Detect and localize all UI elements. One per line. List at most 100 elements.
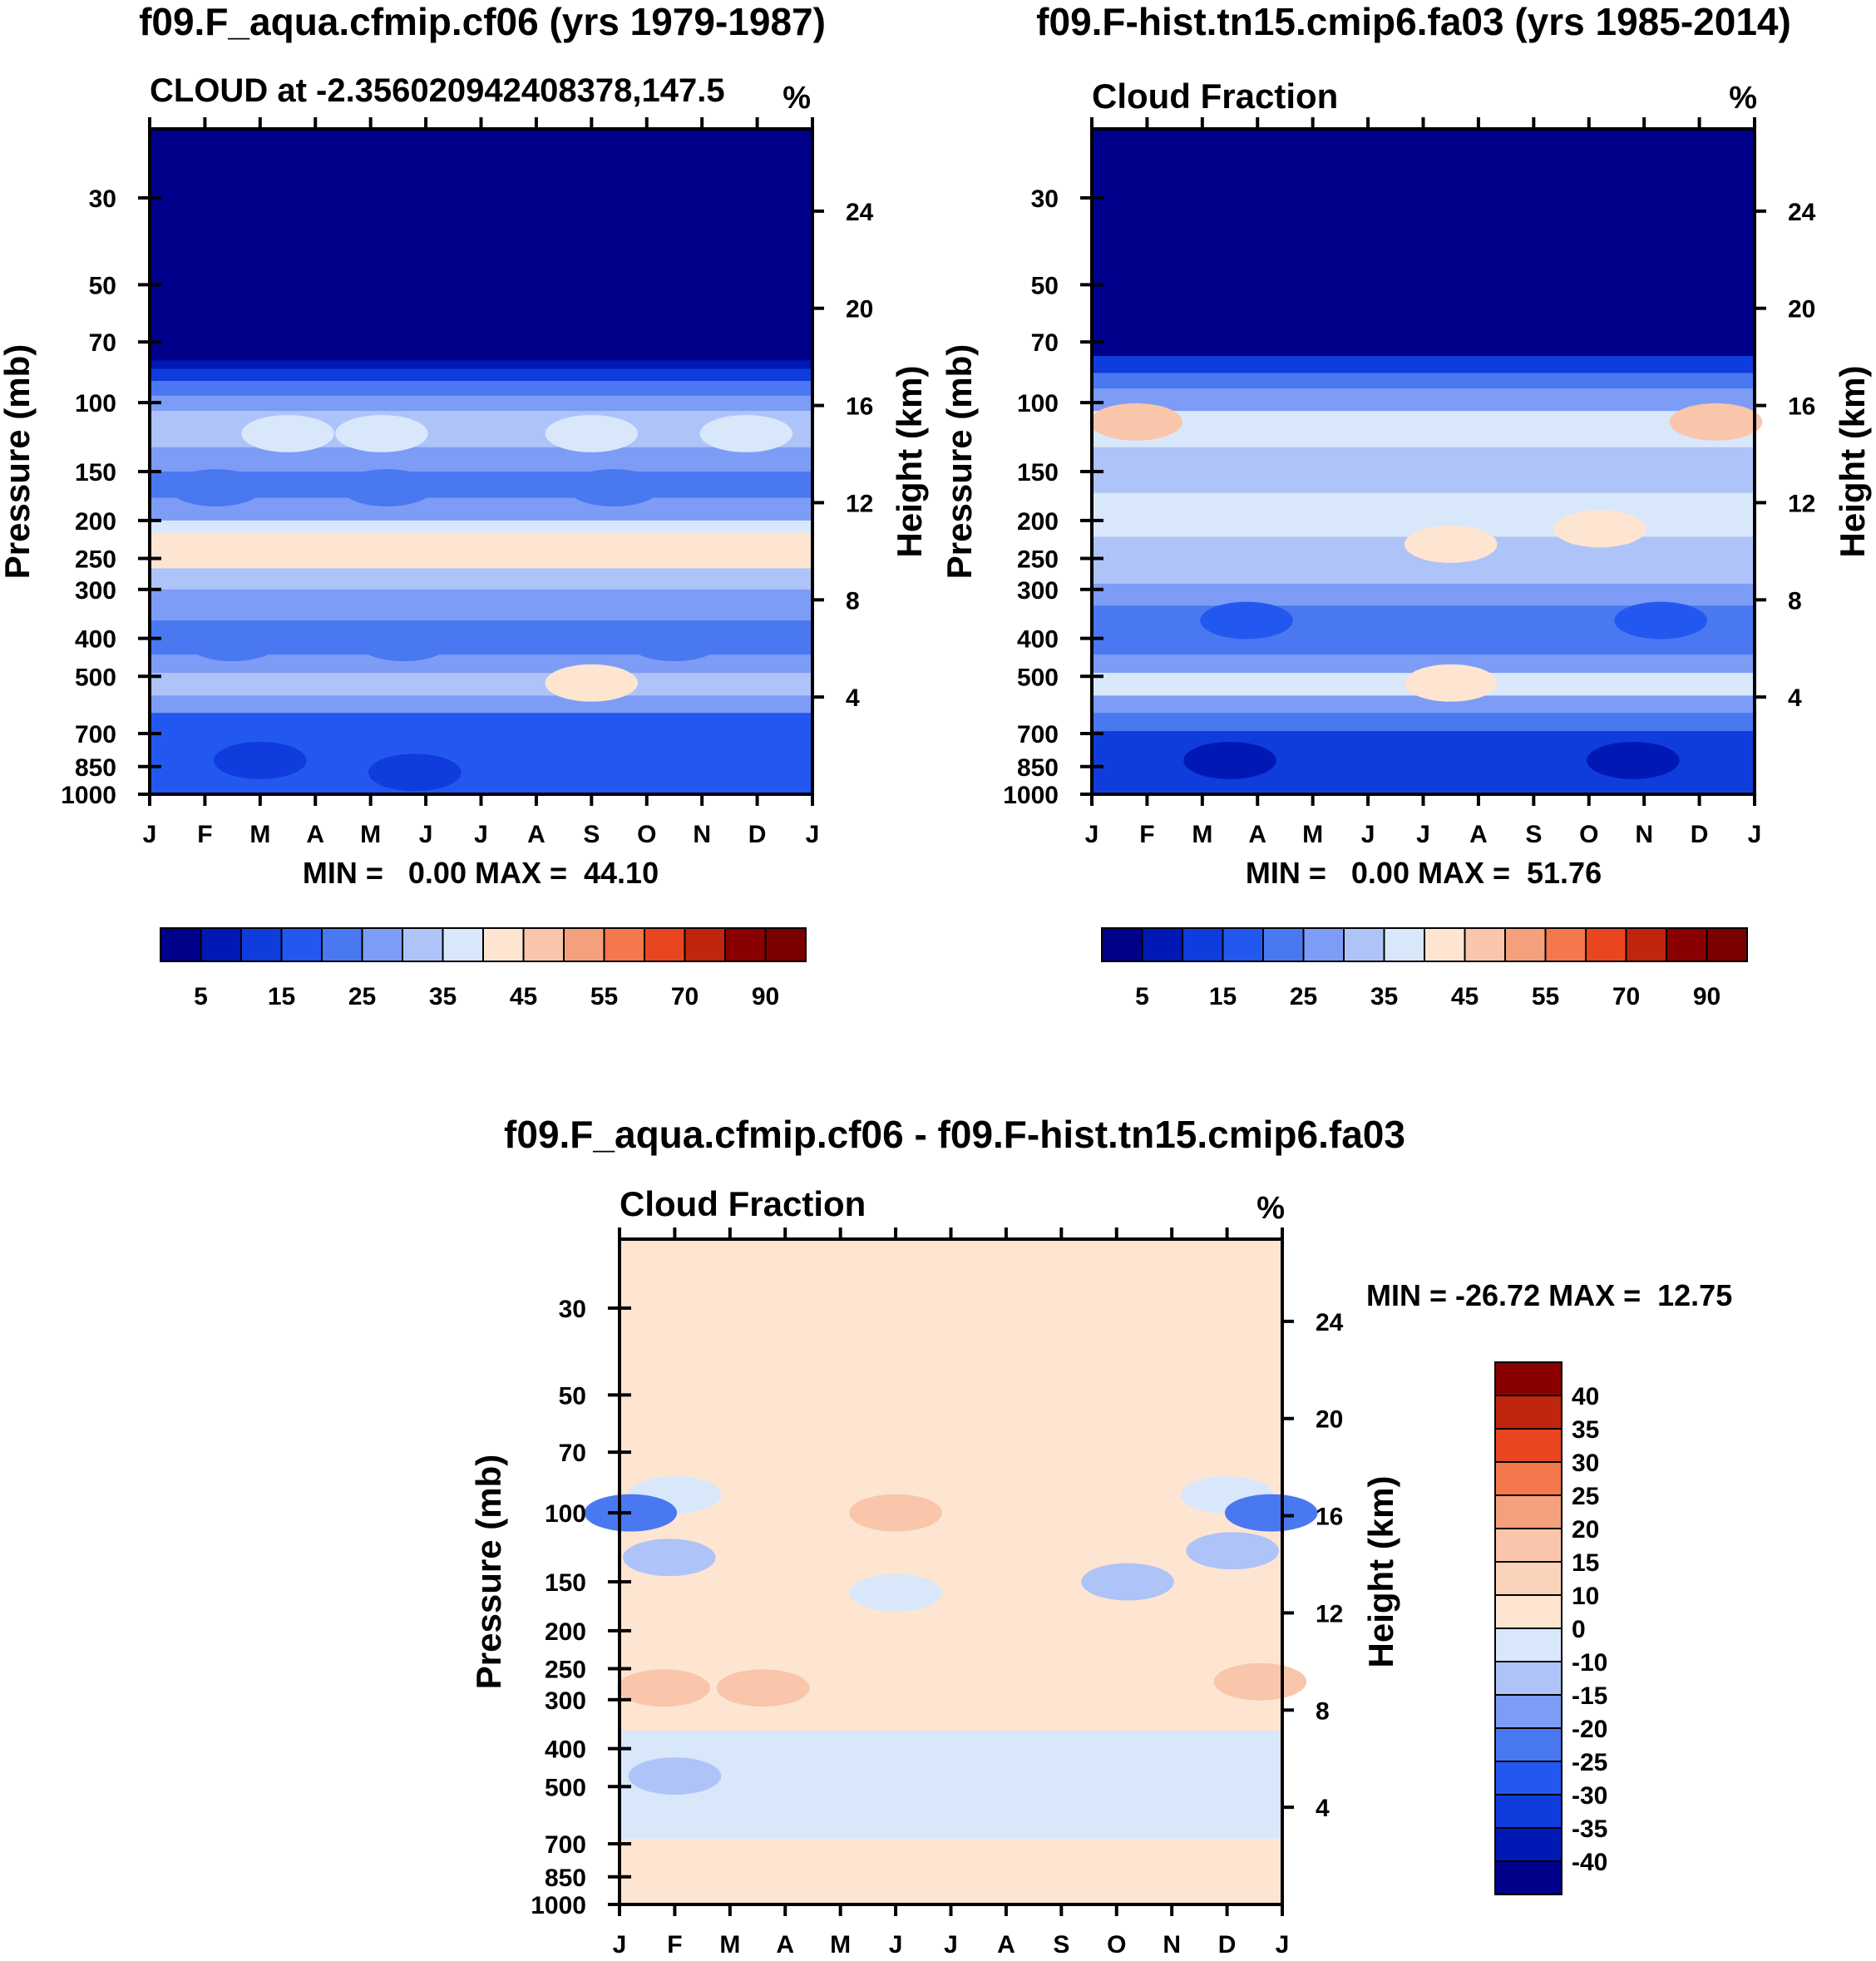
colorbar-swatch: [603, 927, 645, 962]
colorbar-swatch: [1141, 927, 1183, 962]
colorbar-swatch: [1544, 927, 1587, 962]
contour-band: [620, 1630, 1282, 1731]
y-tick-label: 1000: [1003, 782, 1059, 809]
y-tick-label: 30: [559, 1296, 586, 1323]
panel-2-units: %: [1729, 81, 1757, 116]
colorbar-swatch: [200, 927, 242, 962]
y-tick-label: 200: [545, 1618, 586, 1646]
x-tick-label: M: [719, 1931, 740, 1959]
x-tick-label: J: [1748, 821, 1762, 848]
colorbar-label: -30: [1572, 1782, 1607, 1810]
x-tick-label: O: [1107, 1931, 1126, 1959]
contour-blob: [340, 469, 434, 506]
y-tick-right-label: 20: [846, 296, 873, 324]
colorbar-swatch: [442, 927, 484, 962]
panel-2-colorbar: 5 15 25 35 45 55 70 90: [1101, 927, 1748, 1010]
colorbar-swatch: [1494, 1727, 1563, 1762]
contour-blob: [1213, 1662, 1307, 1701]
panel-1-ylabel: Pressure (mb): [0, 344, 37, 579]
colorbar-swatch: [1494, 1661, 1563, 1696]
colorbar-swatch: [563, 927, 605, 962]
y-tick-label: 500: [75, 664, 116, 691]
colorbar-label: -15: [1572, 1682, 1607, 1710]
contour-band: [1092, 695, 1755, 714]
contour-blob: [1200, 601, 1293, 640]
y-tick-label: 150: [75, 459, 116, 487]
colorbar-swatch: [1494, 1794, 1563, 1829]
y-tick-label: 70: [1031, 329, 1059, 357]
colorbar-swatch: [1706, 927, 1748, 962]
y-tick-label: 400: [545, 1736, 586, 1764]
colorbar-swatch: [522, 927, 565, 962]
contour-blob: [931, 1862, 1025, 1899]
panel-2-axes: J F M A M J J A S O N D J 30 50 70 100 150 200 250 300 400 500…: [1003, 117, 1816, 848]
x-tick-label: A: [527, 821, 546, 848]
contour-band: [1092, 373, 1755, 389]
colorbar-label: 55: [590, 983, 618, 1010]
y-tick-label: 850: [545, 1865, 586, 1892]
x-tick-label: F: [667, 1931, 682, 1959]
colorbar-label: 70: [671, 983, 699, 1010]
contour-blob: [214, 742, 307, 779]
y-tick-label: 300: [75, 577, 116, 605]
x-tick-label: A: [306, 821, 324, 848]
y-tick-label: 100: [75, 390, 116, 417]
colorbar-swatch: [1494, 1860, 1563, 1895]
colorbar-swatch: [1625, 927, 1667, 962]
panel-2-contour-fills: [1089, 129, 1763, 795]
contour-band: [1092, 129, 1755, 357]
y-tick-label: 100: [545, 1500, 586, 1528]
y-tick-label: 50: [89, 272, 116, 299]
y-tick-label: 300: [1017, 577, 1059, 605]
contour-band: [150, 129, 812, 361]
y-tick-label: 700: [75, 721, 116, 748]
contour-band: [1092, 388, 1755, 412]
panel-3-axes: J F M A M J J A S O N D J 30 50 70 100 150 200 250 300 400 500…: [531, 1227, 1344, 1959]
contour-band: [150, 360, 812, 370]
contour-blob: [1089, 403, 1182, 441]
y-tick-label: 70: [89, 329, 116, 357]
y-tick-right-label: 4: [1316, 1795, 1330, 1822]
x-tick-label: N: [1635, 821, 1653, 848]
colorbar-swatch: [1666, 927, 1708, 962]
colorbar-label: 35: [1370, 983, 1398, 1010]
colorbar-label: 15: [1572, 1549, 1599, 1577]
contour-blob: [545, 664, 639, 702]
contour-band: [1092, 411, 1755, 448]
colorbar-swatch: [482, 927, 525, 962]
colorbar-swatch: [1494, 1461, 1563, 1496]
x-tick-label: J: [806, 821, 820, 848]
x-tick-label: D: [748, 821, 767, 848]
contour-band: [1092, 654, 1755, 674]
colorbar-swatch: [1585, 927, 1627, 962]
colorbar-swatch: [684, 927, 726, 962]
contour-blob: [357, 624, 451, 662]
panel-3-ylabel-right: Height (km): [1361, 1476, 1400, 1668]
y-tick-label: 850: [1017, 754, 1059, 782]
x-tick-label: J: [419, 821, 433, 848]
colorbar-label: 45: [1451, 983, 1479, 1010]
panel-1-colorbar: 5 15 25 35 45 55 70 90: [160, 927, 807, 1010]
colorbar-label: 35: [1572, 1416, 1599, 1444]
y-tick-right-label: 4: [846, 684, 860, 712]
x-tick-label: M: [830, 1931, 851, 1959]
contour-blob: [1186, 1532, 1280, 1570]
contour-band: [150, 380, 812, 397]
contour-blob: [1183, 742, 1276, 779]
y-tick-right-label: 16: [1788, 393, 1815, 421]
colorbar-swatch: [321, 927, 363, 962]
colorbar-label: 15: [268, 983, 295, 1010]
y-tick-label: 200: [75, 508, 116, 536]
x-tick-label: A: [776, 1931, 794, 1959]
contour-blob: [1553, 510, 1646, 548]
contour-blob: [1081, 1563, 1174, 1601]
colorbar-swatch: [1494, 1361, 1563, 1396]
colorbar-swatch: [1494, 1528, 1563, 1563]
x-tick-label: J: [1361, 821, 1375, 848]
y-tick-label: 150: [1017, 459, 1059, 487]
colorbar-label: -10: [1572, 1649, 1607, 1677]
colorbar-swatch: [724, 927, 767, 962]
x-tick-label: M: [360, 821, 381, 848]
contour-blob: [1587, 742, 1680, 779]
